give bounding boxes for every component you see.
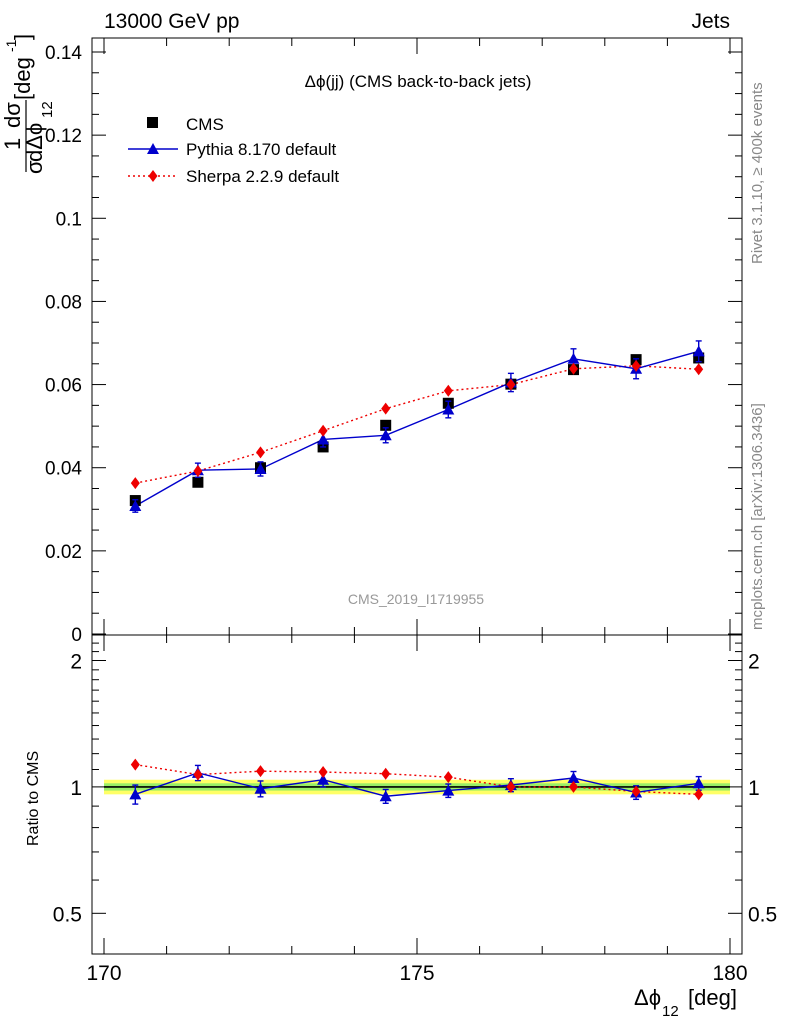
sherpa-point [694,363,704,376]
main-y-tick-label: 0.04 [45,459,82,480]
main-y-tick-label: 0.06 [45,376,82,397]
pythia-point [254,462,267,474]
legend-marker-sherpa [148,170,158,182]
y-label-unit-superscript: -1 [3,39,19,52]
main-y-tick-label: 0.08 [45,292,82,313]
analysis-watermark: CMS_2019_I1719955 [348,591,484,607]
ratio-panel: 0.5 0.5 1 1 2 2 170 175 180 [53,634,777,985]
sherpa-line [135,365,699,484]
ratio-axis-ticks: 0.5 0.5 1 1 2 2 170 175 180 [53,635,777,985]
y-label-dphi: dΔϕ [22,123,47,162]
sherpa-point [631,359,641,372]
ratio-sherpa-point [694,788,704,801]
y-label-sigma: σ [22,160,47,174]
ratio-sherpa-point [256,765,265,778]
ratio-sherpa-point [318,766,328,779]
ratio-pythia-point [129,788,142,800]
ratio-y-tick-label-right: 2 [748,650,760,673]
cms-point [380,419,392,431]
y-label-one: 1 [0,138,25,150]
ratio-y-tick-label: 0.5 [53,903,82,926]
main-y-tick-label: 0 [71,625,82,646]
ratio-y-tick-label: 1 [70,777,82,800]
ratio-sherpa-point [631,785,641,798]
legend-item-sherpa: Sherpa 2.2.9 default [128,167,339,186]
cms-point [192,476,204,488]
main-y-axis-label: 1 dσ σ dΔϕ 12 [deg -1 ] [0,34,56,174]
x-label-phi: Δϕ [634,985,661,1010]
pythia-point [442,403,455,415]
ratio-series-layer [129,758,705,805]
legend-label-pythia: Pythia 8.170 default [186,140,337,159]
header-energy-label: 13000 GeV pp [104,10,239,33]
ratio-panel-frame [91,634,743,955]
sherpa-point [318,424,328,437]
x-label-unit: [deg] [688,985,737,1010]
y-label-dsigma: dσ [0,102,25,128]
sherpa-point [193,465,203,478]
ratio-pythia-point [379,790,392,802]
main-series-layer [129,340,705,513]
legend-label-cms: CMS [186,115,224,134]
ratio-y-tick-label-right: 1 [748,777,760,800]
main-y-tick-label: 0.1 [56,209,82,230]
y-label-unit: [deg [10,57,35,100]
legend-item-pythia: Pythia 8.170 default [128,140,337,159]
ratio-sherpa-line [135,763,699,796]
pythia-point [692,345,705,357]
y-label-unit-close: ] [10,34,35,40]
legend-item-cms: CMS [147,115,224,134]
ratio-sherpa-point [381,767,391,780]
ratio-sherpa-point [506,780,516,793]
legend-label-sherpa: Sherpa 2.2.9 default [186,167,339,186]
ratio-y-tick-label-right: 0.5 [748,903,777,926]
ratio-sherpa-point [443,771,453,784]
ratio-pythia-point [567,771,580,783]
ratio-pythia-line [135,772,699,797]
x-tick-label: 175 [399,962,434,985]
plot-title: Δϕ(jj) (CMS back-to-back jets) [305,72,532,91]
x-tick-label: 170 [86,962,121,985]
x-axis-label: Δϕ 12 [deg] [634,985,737,1020]
main-panel: Δϕ(jj) (CMS back-to-back jets) CMS_2019_… [45,37,743,646]
ratio-y-tick-label: 2 [70,650,82,673]
legend-marker-cms [147,117,158,128]
pythia-point [567,352,580,364]
rivet-version-label: Rivet 3.1.10, ≥ 400k events [749,82,766,264]
ratio-pythia-point [317,773,330,785]
ratio-sherpa-point [569,780,578,793]
ratio-sherpa-point [193,768,203,781]
legend: CMS Pythia 8.170 default Sherpa 2.2.9 de… [128,115,339,186]
main-y-tick-label: 0.12 [45,126,82,147]
main-y-tick-label: 0.14 [45,43,82,64]
sherpa-point [443,384,453,397]
ratio-pythia-point [442,784,455,796]
ratio-sherpa-point [130,758,140,771]
header-jets-label: Jets [691,10,730,33]
sherpa-point [506,378,516,391]
main-y-tick-label: 0.02 [45,542,82,563]
sherpa-point [256,446,265,459]
legend-marker-pythia [147,143,159,154]
main-axis-ticks: 0 0.02 0.04 0.06 0.08 0.1 0.12 0.14 [45,38,742,646]
mcplots-citation-label: mcplots.cern.ch [arXiv:1306.3436] [749,403,766,630]
ratio-y-axis-label: Ratio to CMS [25,751,42,846]
sherpa-point [381,402,391,415]
sherpa-point [569,362,578,375]
pythia-point [129,499,142,511]
sherpa-point [130,477,140,490]
ratio-pythia-point [254,782,267,794]
pythia-point [379,429,392,441]
x-tick-label: 180 [712,962,747,985]
pythia-point [317,433,330,445]
pythia-line [134,350,699,507]
x-label-subscript: 12 [662,1003,679,1020]
ratio-pythia-point [692,777,705,789]
y-label-subscript: 12 [39,101,56,118]
